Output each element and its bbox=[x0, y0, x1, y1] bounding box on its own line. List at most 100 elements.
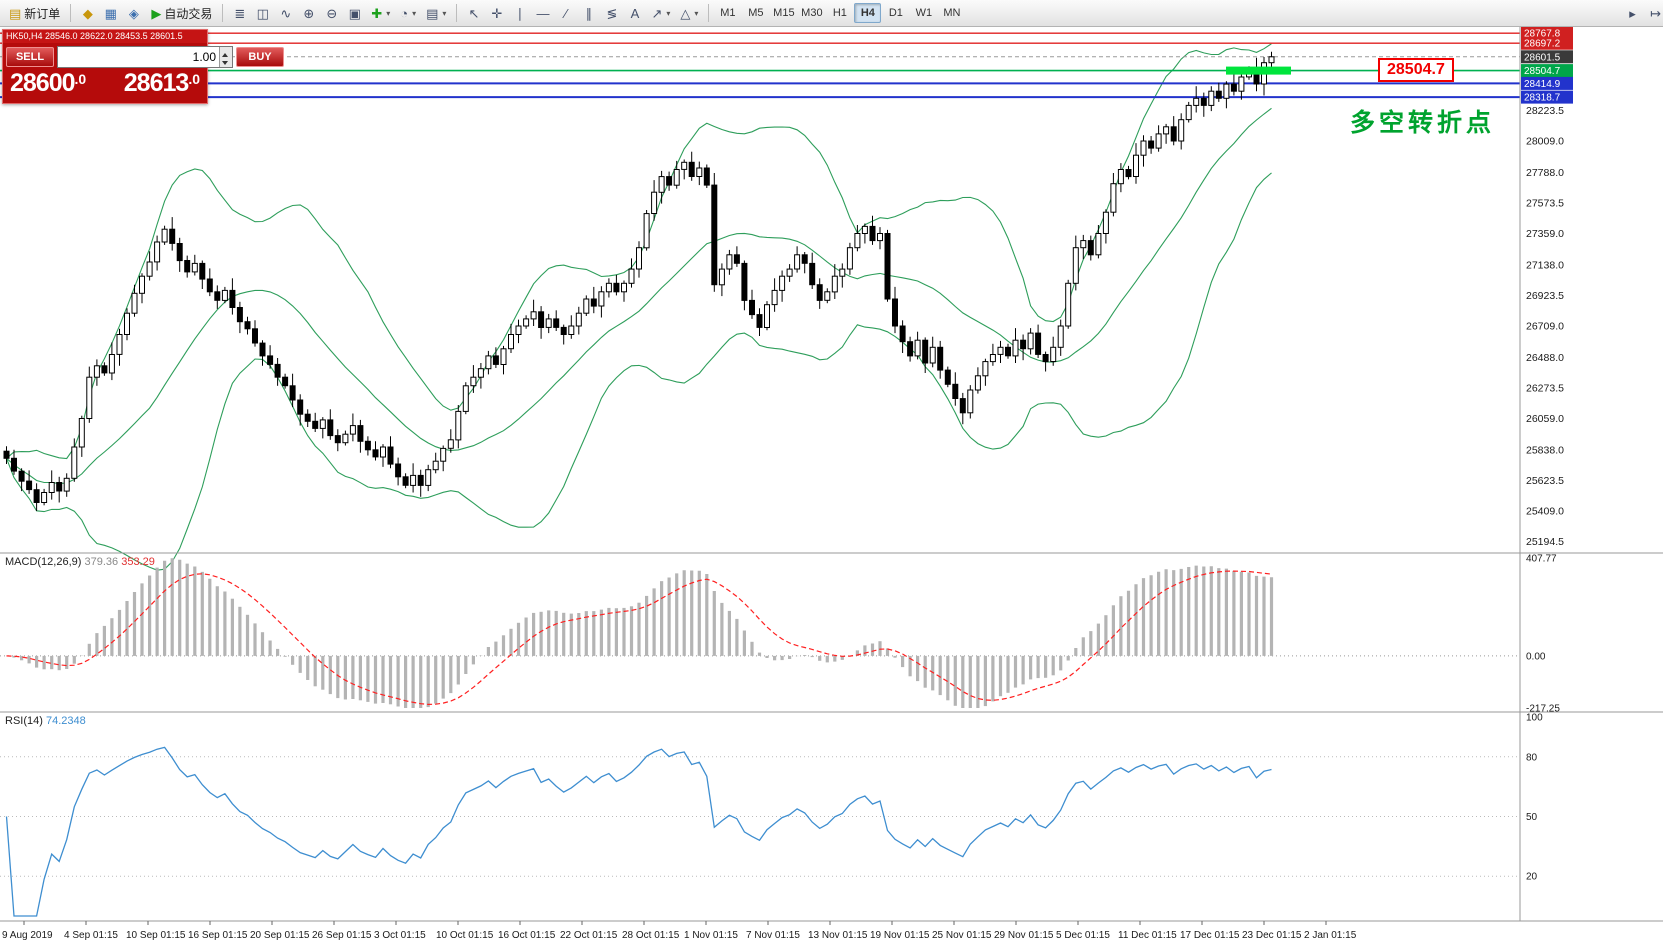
zoom-in-icon[interactable]: ⊕ bbox=[297, 2, 320, 24]
macd-signal-value: 353.29 bbox=[121, 556, 155, 568]
svg-text:80: 80 bbox=[1526, 752, 1538, 763]
price-level-label[interactable]: 28504.7 bbox=[1378, 58, 1454, 82]
svg-text:28414.9: 28414.9 bbox=[1524, 79, 1561, 90]
shapes-icon[interactable]: △ ▾ bbox=[675, 2, 703, 24]
svg-text:26488.0: 26488.0 bbox=[1526, 352, 1564, 364]
timeframe-m30[interactable]: M30 bbox=[798, 3, 825, 23]
periods-icon[interactable]: ◔ ▾ bbox=[395, 2, 421, 24]
svg-text:26709.0: 26709.0 bbox=[1526, 321, 1564, 333]
chart-symbol-title: HK50,H4 28546.0 28622.0 28453.5 28601.5 bbox=[3, 30, 207, 43]
horizontal-line-icon[interactable]: ― bbox=[531, 2, 554, 24]
autotrade-play-icon: ▶ bbox=[151, 5, 162, 21]
templates-icon: ▤ bbox=[426, 5, 439, 21]
chart-shift-icon: ↦ bbox=[1650, 5, 1661, 21]
crosshair-icon[interactable]: ✛ bbox=[485, 2, 508, 24]
dropdown-caret-icon: ▾ bbox=[386, 8, 391, 18]
one-click-trading-panel: HK50,H4 28546.0 28622.0 28453.5 28601.5 … bbox=[2, 29, 284, 104]
buy-button[interactable]: BUY bbox=[236, 47, 284, 67]
svg-text:19 Nov 01:15: 19 Nov 01:15 bbox=[870, 930, 930, 941]
new-order-icon: ▤ bbox=[9, 5, 22, 21]
svg-text:3 Oct 01:15: 3 Oct 01:15 bbox=[374, 930, 426, 941]
volume-spinner bbox=[219, 47, 232, 67]
market-watch-icon[interactable]: ▦ bbox=[99, 2, 122, 24]
toolbar-separator bbox=[222, 4, 224, 22]
vertical-line-icon[interactable]: ∣ bbox=[508, 2, 531, 24]
svg-text:1 Nov 01:15: 1 Nov 01:15 bbox=[684, 930, 738, 941]
toolbar-group-left: ◆ ▦ ◈ bbox=[76, 2, 145, 24]
cursor-icon[interactable]: ↖ bbox=[462, 2, 485, 24]
toolbar-separator bbox=[708, 4, 710, 22]
svg-text:10 Oct 01:15: 10 Oct 01:15 bbox=[436, 930, 494, 941]
dropdown-caret-icon: ▾ bbox=[694, 8, 699, 18]
symbols-icon: ◆ bbox=[82, 5, 93, 21]
svg-text:29 Nov 01:15: 29 Nov 01:15 bbox=[994, 930, 1054, 941]
bollinger-middle-line bbox=[6, 107, 1272, 485]
svg-text:28601.5: 28601.5 bbox=[1524, 52, 1561, 63]
svg-text:2 Jan 01:15: 2 Jan 01:15 bbox=[1304, 930, 1357, 941]
cursor-icon: ↖ bbox=[468, 5, 480, 21]
annotation-text[interactable]: 多空转折点 bbox=[1350, 108, 1496, 137]
svg-text:9 Aug 2019: 9 Aug 2019 bbox=[2, 930, 53, 941]
svg-text:26 Sep 01:15: 26 Sep 01:15 bbox=[312, 930, 372, 941]
time-axis[interactable]: 9 Aug 2019 4 Sep 01:15 10 Sep 01:15 16 Sep … bbox=[2, 921, 1357, 941]
svg-text:28223.5: 28223.5 bbox=[1526, 105, 1564, 117]
auto-scroll-icon[interactable]: ▸ bbox=[1621, 2, 1644, 24]
sell-price[interactable]: 28600.0 bbox=[10, 69, 87, 97]
timeframe-m1[interactable]: M1 bbox=[714, 3, 741, 23]
trendline-icon[interactable]: ∕ bbox=[554, 2, 577, 24]
sell-button[interactable]: SELL bbox=[6, 47, 54, 67]
templates-icon[interactable]: ▤ ▾ bbox=[421, 2, 451, 24]
symbols-icon[interactable]: ◆ bbox=[76, 2, 99, 24]
arrows-icon: ↗ bbox=[651, 5, 663, 21]
market-watch-icon: ▦ bbox=[104, 5, 117, 21]
highlight-zone[interactable] bbox=[1226, 66, 1291, 75]
channel-icon[interactable]: ∥ bbox=[577, 2, 600, 24]
toolbar-group-objects: ↖ ✛ ∣ ― ∕ ∥ ≶ A ↗ ▾ △ ▾ bbox=[462, 2, 703, 24]
svg-text:10 Sep 01:15: 10 Sep 01:15 bbox=[126, 930, 186, 941]
text-icon[interactable]: A bbox=[623, 2, 646, 24]
indicators-icon[interactable]: ✚ ▾ bbox=[366, 2, 395, 24]
svg-text:25838.0: 25838.0 bbox=[1526, 445, 1564, 457]
line-chart-icon[interactable]: ∿ bbox=[274, 2, 297, 24]
volume-down-button[interactable] bbox=[220, 57, 232, 67]
volume-input[interactable] bbox=[58, 47, 219, 67]
fibonacci-icon: ≶ bbox=[606, 5, 618, 21]
svg-text:26059.0: 26059.0 bbox=[1526, 413, 1564, 425]
macd-indicator-label: MACD(12,26,9) 379.36 353.29 bbox=[5, 556, 155, 568]
autotrade-button[interactable]: ▶ 自动交易 bbox=[146, 2, 217, 24]
svg-text:27359.0: 27359.0 bbox=[1526, 228, 1564, 240]
macd-signal-line bbox=[6, 570, 1272, 706]
volume-up-button[interactable] bbox=[220, 47, 232, 57]
svg-text:26273.5: 26273.5 bbox=[1526, 383, 1564, 395]
indicators-icon: ✚ bbox=[371, 5, 383, 21]
bar-chart-icon[interactable]: ≣ bbox=[228, 2, 251, 24]
panel-separators bbox=[0, 26, 1663, 922]
tile-windows-icon[interactable]: ▣ bbox=[343, 2, 366, 24]
timeframe-mn[interactable]: MN bbox=[938, 3, 965, 23]
timeframe-d1[interactable]: D1 bbox=[882, 3, 909, 23]
auto-scroll-icon: ▸ bbox=[1629, 5, 1636, 21]
timeframe-w1[interactable]: W1 bbox=[910, 3, 937, 23]
buy-price[interactable]: 28613.0 bbox=[123, 69, 200, 97]
arrows-icon[interactable]: ↗ ▾ bbox=[646, 2, 675, 24]
price-axis[interactable]: 28223.5 28009.0 27788.0 27573.5 27359.0 27138… bbox=[1521, 26, 1573, 549]
periods-icon: ◔ bbox=[400, 5, 409, 21]
navigator-icon[interactable]: ◈ bbox=[122, 2, 145, 24]
toolbar-group-chart: ≣ ◫ ∿ ⊕ ⊖ ▣ ✚ ▾ ◔ ▾ ▤ ▾ bbox=[228, 2, 451, 24]
svg-text:16 Oct 01:15: 16 Oct 01:15 bbox=[498, 930, 556, 941]
candlestick-chart-icon[interactable]: ◫ bbox=[251, 2, 274, 24]
timeframe-m15[interactable]: M15 bbox=[770, 3, 797, 23]
timeframe-h1[interactable]: H1 bbox=[826, 3, 853, 23]
timeframe-h4[interactable]: H4 bbox=[854, 3, 882, 23]
new-order-button[interactable]: ▤ 新订单 bbox=[4, 2, 65, 24]
chart-shift-icon[interactable]: ↦ bbox=[1644, 2, 1663, 24]
candlestick-chart-icon: ◫ bbox=[256, 5, 269, 21]
timeframe-m5[interactable]: M5 bbox=[742, 3, 769, 23]
svg-text:28 Oct 01:15: 28 Oct 01:15 bbox=[622, 930, 680, 941]
fibonacci-icon[interactable]: ≶ bbox=[600, 2, 623, 24]
svg-text:50: 50 bbox=[1526, 812, 1538, 823]
macd-histogram bbox=[12, 558, 1274, 708]
zoom-out-icon[interactable]: ⊖ bbox=[320, 2, 343, 24]
